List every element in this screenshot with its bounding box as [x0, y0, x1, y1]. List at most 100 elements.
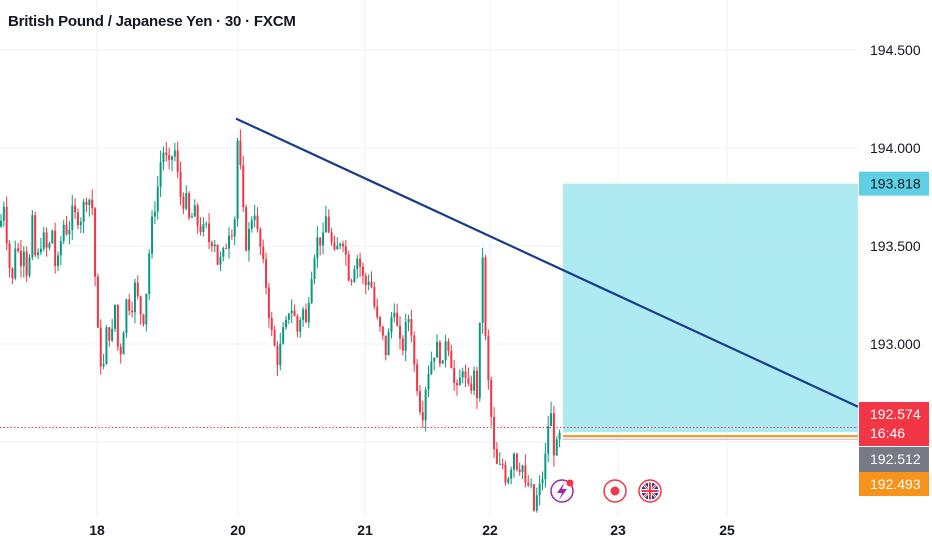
candle-body-41 [116, 304, 119, 347]
candle-body-149 [424, 389, 427, 421]
candle-body-143 [407, 319, 410, 322]
candle-body-38 [108, 327, 111, 341]
candle-body-172 [490, 380, 493, 417]
candle-body-69 [196, 205, 199, 226]
event-markers[interactable] [550, 479, 662, 503]
candle-body-0 [0, 220, 2, 227]
candle-body-51 [145, 293, 148, 325]
candle-body-193 [550, 413, 553, 427]
candle-body-58 [165, 152, 168, 156]
candle-body-59 [168, 155, 171, 160]
candle-body-74 [210, 242, 213, 247]
candle-body-23 [65, 224, 68, 235]
target-tag-text: 193.818 [870, 176, 921, 192]
candle-body-56 [159, 162, 162, 187]
candle-body-89 [253, 215, 256, 221]
candle-body-63 [179, 171, 182, 197]
candle-body-108 [307, 302, 310, 323]
candle-body-6 [17, 248, 20, 251]
candle-body-65 [185, 193, 188, 209]
target-tag-bg [859, 171, 929, 196]
candle-body-147 [418, 391, 421, 413]
candle-body-113 [322, 232, 325, 246]
y-tick-label-2: 193.500 [870, 238, 921, 254]
candle-body-176 [501, 463, 504, 465]
x-tick-label-0: 18 [89, 522, 105, 538]
x-tick-label-3: 22 [482, 522, 498, 538]
candle-body-112 [319, 237, 322, 246]
y-tick-label-1: 194.000 [870, 140, 921, 156]
candle-body-164 [467, 377, 470, 384]
candle-body-40 [114, 304, 116, 329]
price-tags: 193.818 192.574 16:46 192.512 192.493 [859, 171, 929, 496]
time-axis[interactable]: 18 20 21 22 23 25 [89, 522, 735, 538]
candle-body-187 [532, 484, 535, 511]
candle-body-53 [151, 216, 154, 254]
candle-body-167 [475, 370, 478, 399]
candle-body-83 [236, 140, 239, 220]
candle-body-110 [313, 258, 316, 279]
candle-body-135 [384, 335, 387, 356]
candle-body-127 [361, 266, 364, 276]
trendline[interactable] [235, 117, 859, 408]
candle-body-141 [401, 338, 404, 351]
candle-body-160 [456, 382, 458, 386]
candle-body-107 [304, 309, 307, 323]
candle-body-82 [233, 219, 236, 237]
target-zone[interactable] [563, 183, 858, 433]
candle-body-10 [28, 257, 31, 276]
candle-body-111 [316, 237, 319, 259]
candle-body-96 [273, 330, 276, 346]
last-price-tag-text-1: 16:46 [870, 425, 905, 441]
candle-body-45 [128, 299, 131, 311]
candle-body-185 [527, 482, 530, 486]
candle-body-27 [76, 212, 79, 226]
candle-body-68 [193, 205, 196, 217]
candle-body-109 [310, 278, 313, 303]
candle-body-87 [247, 228, 250, 251]
candle-body-144 [410, 319, 413, 336]
candle-body-137 [390, 317, 393, 333]
candle-body-86 [245, 207, 248, 251]
candle-body-30 [85, 201, 88, 206]
candle-body-15 [42, 232, 45, 249]
candle-body-72 [205, 223, 208, 225]
candle-body-171 [487, 336, 490, 381]
candle-body-5 [14, 248, 17, 279]
candle-body-76 [216, 244, 219, 265]
candle-body-195 [555, 439, 558, 456]
candle-body-168 [478, 322, 481, 399]
candle-body-92 [262, 246, 265, 260]
candle-body-73 [208, 223, 211, 243]
price-axis[interactable]: 194.500 194.000 193.500 193.000 [870, 42, 921, 352]
candle-body-148 [421, 412, 424, 421]
candle-body-22 [62, 224, 65, 242]
candle-body-179 [510, 469, 513, 479]
candle-body-118 [336, 245, 339, 250]
candle-body-32 [91, 199, 94, 209]
candle-body-123 [350, 280, 353, 282]
candle-body-119 [339, 243, 342, 246]
candle-body-131 [373, 286, 376, 307]
candlestick-series [0, 129, 561, 513]
candle-body-80 [228, 235, 230, 249]
y-tick-label-3: 193.000 [870, 336, 921, 352]
x-tick-label-1: 20 [230, 522, 246, 538]
candle-body-122 [347, 254, 350, 281]
candle-body-99 [282, 327, 285, 344]
candle-body-97 [276, 345, 279, 366]
candle-body-12 [34, 215, 37, 256]
candle-body-84 [239, 140, 242, 166]
candle-body-25 [71, 205, 74, 230]
ask-tag-text-0: 192.493 [870, 476, 921, 492]
last-price-tag-bg [859, 402, 929, 446]
candle-body-152 [433, 357, 436, 362]
candle-body-155 [441, 360, 444, 364]
ask-tag-bg [859, 472, 929, 496]
candle-body-196 [558, 432, 561, 440]
candle-body-77 [219, 256, 222, 265]
candle-body-75 [213, 244, 216, 247]
candle-body-180 [513, 453, 515, 470]
candle-body-16 [45, 232, 48, 248]
